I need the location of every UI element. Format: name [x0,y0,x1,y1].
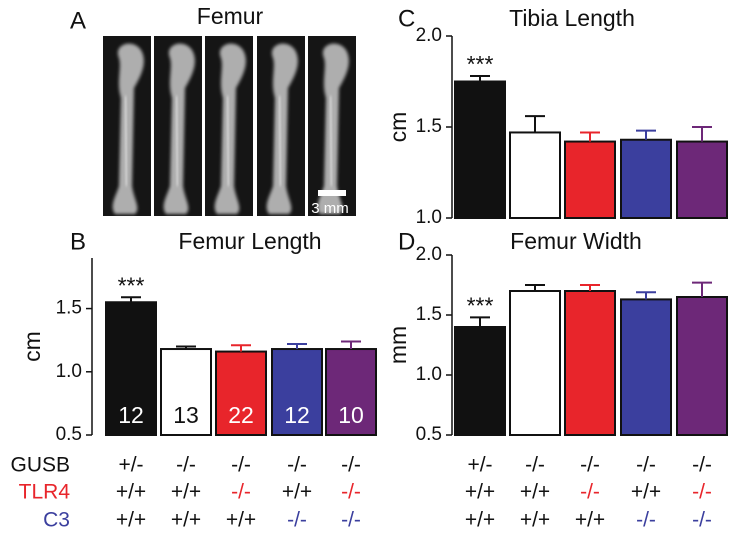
genotype: +/+ [171,509,201,532]
genotype: -/- [580,454,600,477]
chart-title: Femur Length [178,228,321,254]
genotype: +/+ [282,481,312,504]
panel-label: C [398,5,415,32]
y-tick-label: 1.5 [416,304,442,325]
y-axis-label: cm [385,112,411,143]
bar [509,131,561,220]
annotation: *** [467,51,494,77]
y-axis-label: cm [19,331,45,362]
scale-bar-label: 3 mm [311,200,349,217]
genotype: +/+ [465,481,495,504]
bar [325,348,377,436]
y-tick-label: 0.5 [56,424,82,445]
panel-title: Femur [197,3,264,29]
y-tick-label: 1.5 [416,116,442,137]
annotation: *** [467,292,494,318]
genotype: -/- [231,481,251,504]
y-tick-label: 0.5 [416,424,442,445]
bar [215,350,267,436]
genotype: +/+ [575,509,605,532]
row-label: C3 [43,509,70,532]
y-tick-label: 1.0 [416,364,442,385]
genotype: -/- [692,481,712,504]
panel-label: D [398,228,415,255]
scale-bar [318,190,346,196]
genotype: +/- [118,454,143,477]
genotype: -/- [231,454,251,477]
chart-title: Tibia Length [509,5,635,31]
n-label: 12 [118,402,144,428]
genotype: -/- [287,454,307,477]
genotype: +/+ [226,509,256,532]
row-label: TLR4 [19,481,71,504]
genotype: +/- [467,454,492,477]
bar [454,80,506,219]
genotype: -/- [341,454,361,477]
genotype: -/- [692,454,712,477]
n-label: 13 [173,402,199,428]
bar [454,326,506,436]
n-label: 12 [284,402,310,428]
bar [509,290,561,436]
genotype: +/+ [116,509,146,532]
genotype: -/- [636,454,656,477]
bar [564,140,616,219]
bar [676,140,728,219]
annotation: *** [118,272,145,298]
genotype: +/+ [171,481,201,504]
genotype: -/- [525,454,545,477]
genotype: -/- [580,481,600,504]
genotype: -/- [636,509,656,532]
genotype: -/- [692,509,712,532]
bar [676,296,728,436]
bar [620,298,672,436]
genotype: +/+ [520,481,550,504]
y-axis-label: mm [385,326,411,364]
y-tick-label: 1.0 [56,361,82,382]
y-tick-label: 2.0 [416,244,442,265]
chart-title: Femur Width [510,228,642,254]
genotype: +/+ [520,509,550,532]
genotype: -/- [287,509,307,532]
genotype: -/- [341,481,361,504]
genotype: +/+ [631,481,661,504]
row-label: GUSB [10,454,70,477]
femur-images [103,36,356,216]
y-tick-label: 2.0 [416,25,442,46]
bar [564,290,616,436]
genotype: +/+ [465,509,495,532]
panel-label: A [70,7,86,34]
n-label: 10 [338,402,364,428]
genotype: +/+ [116,481,146,504]
bar [271,348,323,436]
panel-label: B [70,228,86,255]
genotype: -/- [176,454,196,477]
n-label: 22 [228,402,254,428]
bar [105,301,157,436]
bar [620,138,672,220]
bar [160,348,212,436]
y-tick-label: 1.5 [56,298,82,319]
y-tick-label: 1.0 [416,207,442,228]
genotype: -/- [341,509,361,532]
